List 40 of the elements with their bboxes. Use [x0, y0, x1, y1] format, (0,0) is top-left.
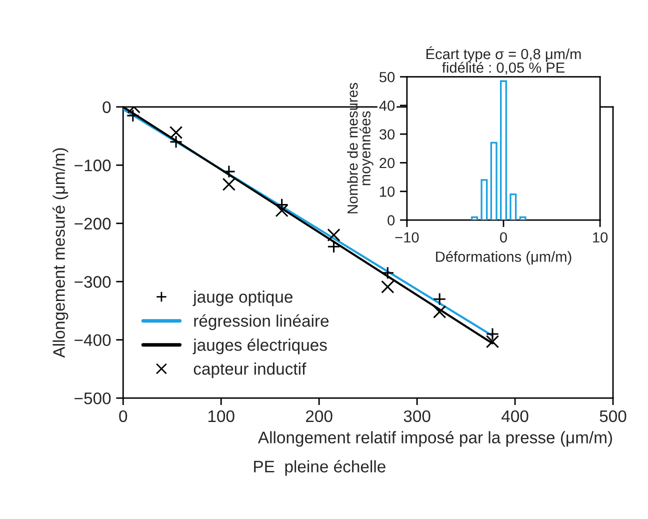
y-axis-title: Nombre de mesures moyennées [347, 82, 374, 214]
point [486, 327, 500, 341]
point [222, 178, 236, 191]
point [486, 335, 500, 348]
x-axis-title: Allongement relatif imposé par la presse (μm/m) [258, 430, 612, 447]
y-tick-label: 50 [380, 72, 395, 82]
y-tick-label: −200 [74, 218, 111, 230]
x-tick-label: −10 [395, 232, 419, 243]
y-tick-label: 0 [102, 101, 111, 114]
x-tick-label: 0 [500, 232, 507, 243]
legend-label: régression linéaire [194, 314, 329, 330]
x-tick-label: 100 [208, 410, 234, 422]
x-tick-label: 0 [119, 410, 128, 422]
legend-label: jauges électriques [192, 338, 327, 354]
x-tick-label: 10 [593, 232, 608, 243]
y-tick-label: −100 [74, 160, 111, 172]
x-axis-title: Déformations (μm/m) [436, 251, 572, 265]
point [433, 292, 446, 306]
point [327, 228, 340, 242]
chart-title: Écart type σ = 0,8 μm/m fidélité : 0,05 % PE [426, 46, 581, 75]
y-tick-label: 40 [379, 100, 395, 111]
x-tick-label: 200 [306, 410, 332, 422]
y-tick-label: −400 [74, 334, 111, 346]
point [275, 204, 288, 218]
y-tick-label: −500 [74, 392, 111, 404]
y-axis-title: Allongement mesuré (μm/m) [52, 148, 68, 358]
legend-label: capteur inductif [194, 362, 306, 378]
y-tick-label: 30 [379, 129, 395, 140]
y-tick-label: 20 [380, 158, 395, 168]
x-tick-label: 300 [404, 410, 430, 422]
y-tick-label: 10 [380, 186, 395, 197]
text: PE pleine échelle [254, 460, 386, 476]
x-tick-label: 400 [502, 410, 528, 422]
y-tick-label: 0 [388, 215, 395, 226]
y-tick-label: −300 [74, 276, 111, 288]
point [327, 240, 340, 254]
point [381, 280, 394, 294]
point [433, 305, 446, 318]
x-tick-label: 500 [600, 410, 626, 422]
legend-label: jauge optique [192, 290, 292, 306]
